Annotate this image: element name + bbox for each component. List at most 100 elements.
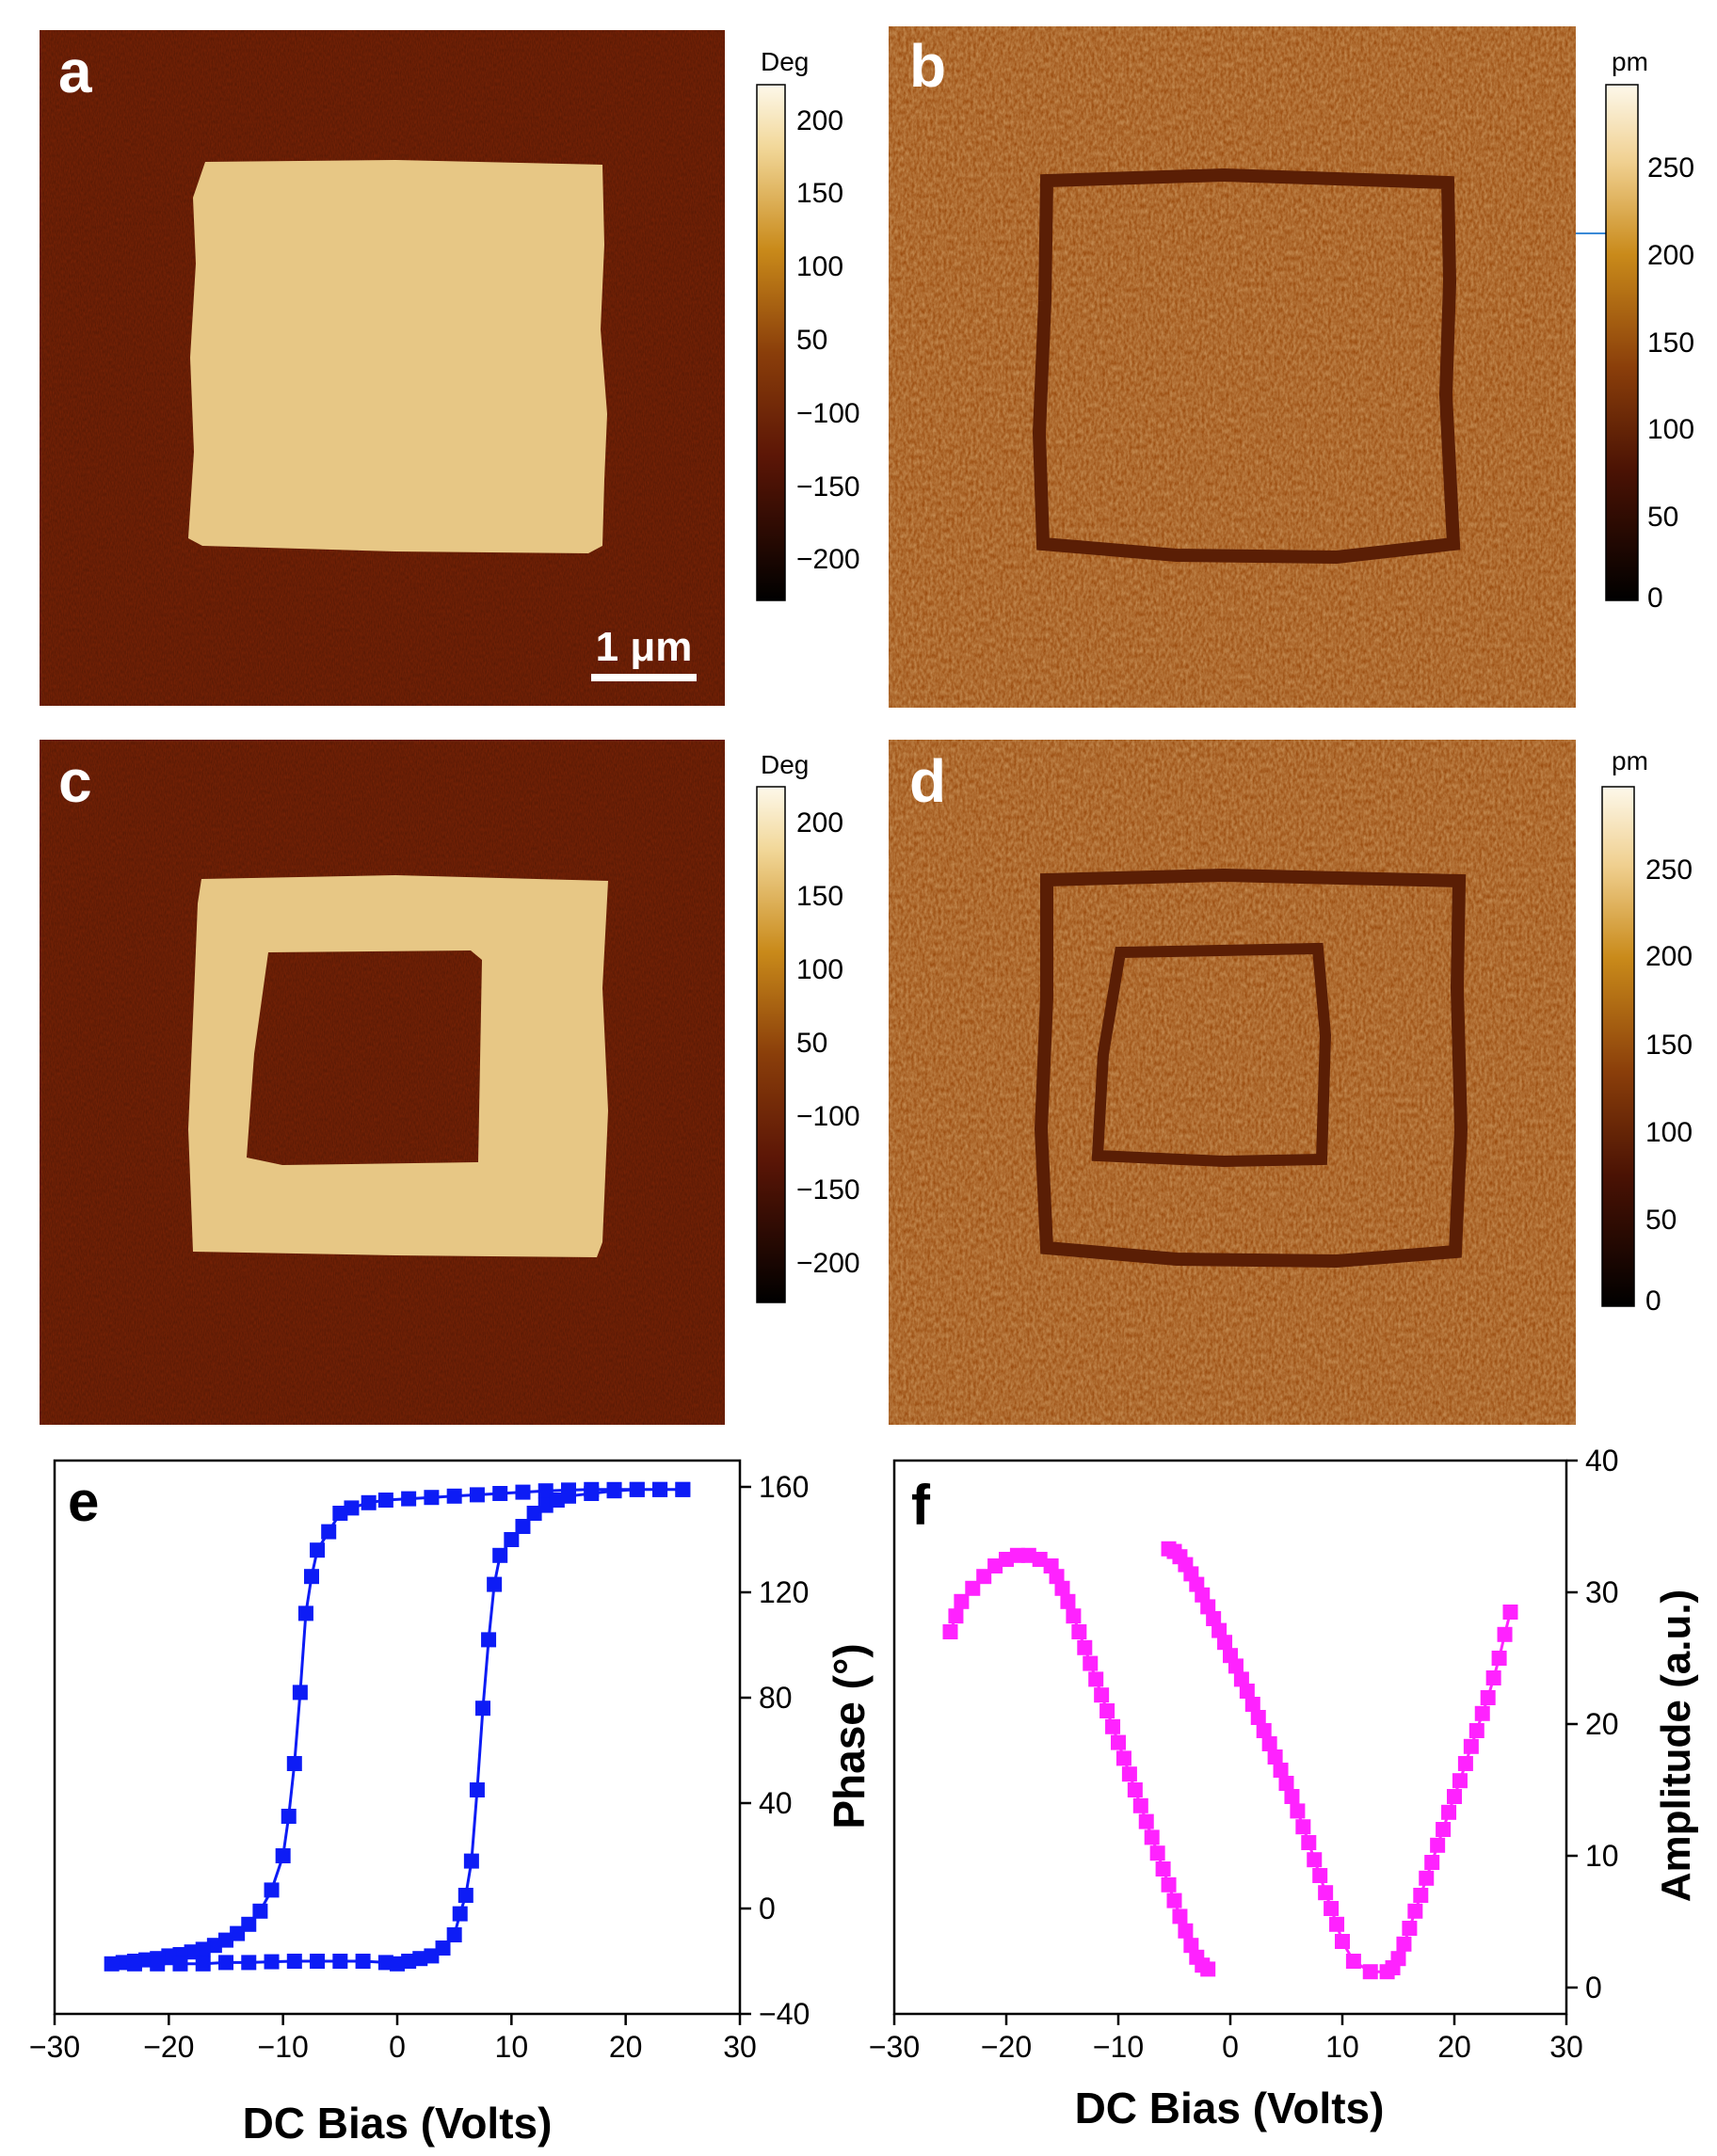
data-point bbox=[1115, 1750, 1131, 1766]
data-point bbox=[1430, 1837, 1446, 1853]
data-point bbox=[424, 1490, 440, 1506]
data-point bbox=[1301, 1835, 1317, 1850]
panel-e-plot-frame bbox=[53, 1459, 742, 2016]
y-tick-label: 30 bbox=[1585, 1575, 1619, 1609]
panel-a: a 1 μm bbox=[40, 30, 725, 706]
x-tick-label: −10 bbox=[1093, 2030, 1144, 2064]
data-point bbox=[1088, 1671, 1104, 1687]
colorbar-a-tick: 100 bbox=[796, 251, 843, 282]
data-point bbox=[1379, 1964, 1395, 1980]
x-tick-label: −20 bbox=[143, 2030, 194, 2064]
data-point bbox=[1290, 1803, 1306, 1819]
data-point bbox=[1049, 1569, 1065, 1585]
colorbar-a-tick: 50 bbox=[796, 325, 827, 356]
data-point bbox=[1402, 1921, 1418, 1936]
data-point bbox=[561, 1488, 576, 1504]
data-point bbox=[1105, 1718, 1121, 1734]
data-point bbox=[377, 1493, 393, 1508]
colorbar-a: Deg 200 150 100 50 −100 −150 −200 bbox=[756, 47, 860, 601]
data-point bbox=[195, 1941, 211, 1957]
colorbar-d-unit: pm bbox=[1612, 746, 1648, 775]
data-point bbox=[297, 1605, 313, 1621]
data-point bbox=[401, 1491, 417, 1507]
data-point bbox=[942, 1624, 958, 1639]
data-point bbox=[264, 1954, 280, 1970]
colorbar-a-tick: 200 bbox=[796, 105, 843, 136]
data-point bbox=[965, 1580, 981, 1596]
colorbar-c-tick: −150 bbox=[796, 1174, 860, 1206]
colorbar-a-ticks: 200 150 100 50 −100 −150 −200 bbox=[796, 105, 860, 575]
x-tick-label: 30 bbox=[1549, 2030, 1583, 2064]
x-tick-label: −10 bbox=[258, 2030, 309, 2064]
data-point bbox=[1183, 1938, 1199, 1954]
panel-f-plot-frame bbox=[892, 1459, 1568, 2016]
colorbar-a-unit: Deg bbox=[761, 47, 809, 76]
data-point bbox=[487, 1576, 503, 1592]
data-point bbox=[1161, 1877, 1177, 1892]
data-point bbox=[1083, 1655, 1099, 1671]
colorbar-d-tick: 250 bbox=[1645, 854, 1693, 886]
y-tick-label: 0 bbox=[1585, 1971, 1602, 2004]
panel-c: c bbox=[40, 740, 725, 1425]
panel-e: e −30 −20 −10 0 10 20 30−40 0 40 80 120 160 DC Bias… bbox=[29, 1459, 874, 2148]
colorbar-b-tick: 250 bbox=[1647, 152, 1694, 184]
data-point bbox=[1468, 1723, 1484, 1738]
data-point bbox=[1273, 1763, 1289, 1778]
data-point bbox=[515, 1519, 531, 1534]
y-tick-label: 10 bbox=[1585, 1839, 1619, 1873]
panel-a-letter: a bbox=[58, 38, 92, 105]
x-tick-label: 10 bbox=[495, 2030, 529, 2064]
data-point bbox=[954, 1593, 970, 1609]
data-point bbox=[457, 1888, 473, 1903]
data-point bbox=[1413, 1888, 1429, 1903]
data-point bbox=[584, 1486, 600, 1501]
data-point bbox=[1436, 1822, 1452, 1837]
data-point bbox=[1497, 1626, 1513, 1642]
data-point bbox=[344, 1500, 360, 1516]
data-point bbox=[104, 1956, 120, 1972]
data-point bbox=[1223, 1648, 1238, 1664]
data-point bbox=[675, 1481, 691, 1497]
data-point bbox=[332, 1506, 348, 1521]
data-point bbox=[1284, 1789, 1300, 1804]
colorbar-c-tick: 50 bbox=[796, 1028, 827, 1059]
data-point bbox=[286, 1756, 302, 1771]
data-point bbox=[1132, 1797, 1148, 1813]
colorbar-c-tick: −100 bbox=[796, 1101, 860, 1132]
data-point bbox=[286, 1954, 302, 1969]
data-point bbox=[1452, 1773, 1468, 1789]
colorbar-d-ticks: 250 200 150 100 50 0 bbox=[1645, 854, 1693, 1317]
panel-d-outer-wall bbox=[1034, 868, 1468, 1269]
data-point bbox=[526, 1506, 542, 1521]
colorbar-a-tick: −150 bbox=[796, 471, 860, 503]
panel-d-noise bbox=[889, 740, 1576, 1425]
colorbar-c-tick: −200 bbox=[796, 1248, 860, 1279]
x-tick-label: 30 bbox=[723, 2030, 757, 2064]
data-point bbox=[948, 1608, 964, 1624]
data-point bbox=[1200, 1599, 1216, 1615]
data-point bbox=[1060, 1593, 1076, 1609]
data-point bbox=[1307, 1852, 1323, 1868]
panel-e-series bbox=[104, 1481, 691, 1972]
colorbar-b-tick: 50 bbox=[1647, 502, 1678, 533]
data-point bbox=[1161, 1541, 1177, 1557]
data-point bbox=[424, 1948, 440, 1964]
scale-bar bbox=[591, 674, 697, 681]
data-point bbox=[195, 1956, 211, 1972]
data-point bbox=[1066, 1608, 1082, 1624]
y-tick-label: 40 bbox=[1585, 1444, 1619, 1477]
data-point bbox=[321, 1524, 337, 1540]
data-point bbox=[1491, 1651, 1507, 1666]
y-tick-label: 40 bbox=[759, 1786, 793, 1820]
colorbar-c-bar bbox=[756, 786, 786, 1303]
colorbar-d-tick: 50 bbox=[1645, 1205, 1677, 1236]
scale-bar-label: 1 μm bbox=[596, 624, 693, 670]
colorbar-d-bar bbox=[1601, 786, 1635, 1307]
panel-e-ticks: −30 −20 −10 0 10 20 30−40 0 40 80 120 160 bbox=[29, 1470, 810, 2064]
data-point bbox=[1295, 1819, 1311, 1835]
data-point bbox=[377, 1955, 393, 1971]
data-point bbox=[538, 1483, 554, 1499]
data-point bbox=[1244, 1697, 1260, 1712]
